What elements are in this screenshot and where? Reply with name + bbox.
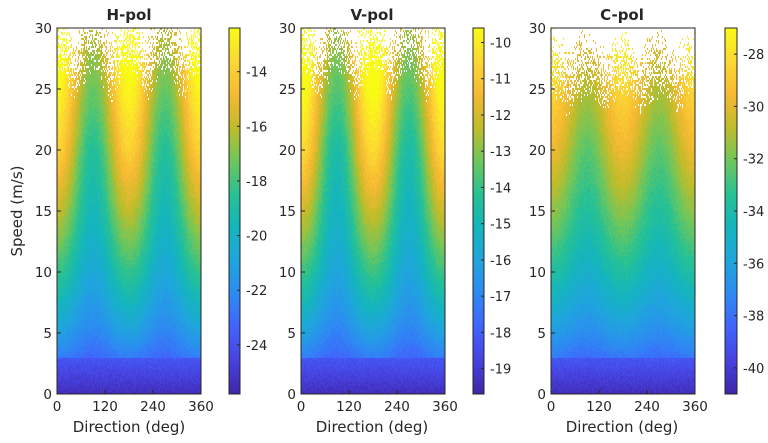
- y-tick-label: 5: [287, 326, 296, 342]
- colorbar-tick-label: -19: [490, 363, 511, 378]
- x-tick-label: 0: [53, 399, 62, 415]
- y-tick-label: 15: [279, 204, 296, 220]
- y-tick-label: 5: [43, 326, 52, 342]
- colorbar-tick-label: -11: [490, 73, 511, 88]
- y-tick-label: 0: [287, 387, 296, 403]
- y-tick-label: 10: [529, 265, 546, 281]
- x-tick-label: 0: [297, 399, 306, 415]
- panel-title: H-pol: [107, 6, 152, 24]
- y-tick-label: 20: [35, 143, 52, 159]
- x-tick-label: 120: [92, 399, 118, 415]
- y-tick-label: 0: [43, 387, 52, 403]
- heatmap-image: [551, 28, 695, 394]
- colorbar-tick-label: -10: [490, 36, 511, 51]
- colorbar-tick-label: -40: [743, 362, 764, 377]
- y-tick-label: 30: [35, 21, 52, 37]
- colorbar-tick-label: -24: [246, 339, 267, 354]
- y-axis-label: Speed (m/s): [8, 166, 26, 257]
- colorbar: [472, 27, 485, 395]
- y-tick-label: 5: [537, 326, 546, 342]
- y-tick-label: 15: [35, 204, 52, 220]
- x-tick-label: 240: [634, 399, 660, 415]
- y-tick-label: 25: [35, 82, 52, 98]
- x-tick-label: 120: [586, 399, 612, 415]
- panel-title: V-pol: [351, 6, 394, 24]
- x-tick-label: 360: [432, 399, 458, 415]
- y-tick-label: 0: [537, 387, 546, 403]
- colorbar: [228, 27, 241, 395]
- x-tick-label: 240: [140, 399, 166, 415]
- panel-v-pol: 0 120 240 360 0 5 10 15 20 25 30 -19 -18 -17 -16 -15 -14…: [279, 6, 511, 436]
- colorbar-tick-label: -22: [246, 284, 267, 299]
- colorbar-tick-label: -32: [743, 153, 764, 168]
- colorbar-tick-label: -20: [246, 230, 267, 245]
- panel-c-pol: 0 120 240 360 0 5 10 15 20 25 30 -40 -38 -36 -34 -32 -30…: [529, 6, 764, 436]
- colorbar-tick-label: -18: [246, 175, 267, 190]
- panel-h-pol: 0 120 240 360 0 5 10 15 20 25 30 -24 -22 -20 -18 -16 -14…: [8, 6, 267, 436]
- y-tick-label: 15: [529, 204, 546, 220]
- colorbar-tick-label: -34: [743, 205, 764, 220]
- colorbar-tick-label: -28: [743, 48, 764, 63]
- y-tick-label: 25: [279, 82, 296, 98]
- x-tick-label: 360: [188, 399, 214, 415]
- colorbar-tick-label: -38: [743, 310, 764, 325]
- colorbar-tick-label: -14: [246, 66, 267, 81]
- colorbar-tick-label: -30: [743, 100, 764, 115]
- y-tick-label: 10: [279, 265, 296, 281]
- colorbar-tick-label: -15: [490, 218, 511, 233]
- x-tick-label: 240: [384, 399, 410, 415]
- x-tick-label: 360: [682, 399, 708, 415]
- y-tick-label: 30: [529, 21, 546, 37]
- x-tick-label: 0: [547, 399, 556, 415]
- y-tick-label: 30: [279, 21, 296, 37]
- y-tick-label: 25: [529, 82, 546, 98]
- colorbar-tick-label: -12: [490, 109, 511, 124]
- y-tick-label: 10: [35, 265, 52, 281]
- x-axis-label: Direction (deg): [316, 418, 429, 436]
- colorbar-tick-label: -36: [743, 257, 764, 272]
- colorbar-tick-label: -13: [490, 145, 511, 160]
- panel-title: C-pol: [600, 6, 644, 24]
- colorbar-tick-label: -17: [490, 290, 511, 305]
- colorbar-tick-label: -16: [246, 120, 267, 135]
- x-axis-label: Direction (deg): [73, 418, 186, 436]
- x-tick-label: 120: [336, 399, 362, 415]
- y-tick-label: 20: [529, 143, 546, 159]
- heatmap-image: [57, 28, 201, 394]
- colorbar-tick-label: -16: [490, 254, 511, 269]
- x-axis-label: Direction (deg): [566, 418, 679, 436]
- heatmap-image: [301, 28, 445, 394]
- colorbar-tick-label: -14: [490, 181, 511, 196]
- colorbar-tick-label: -18: [490, 326, 511, 341]
- y-tick-label: 20: [279, 143, 296, 159]
